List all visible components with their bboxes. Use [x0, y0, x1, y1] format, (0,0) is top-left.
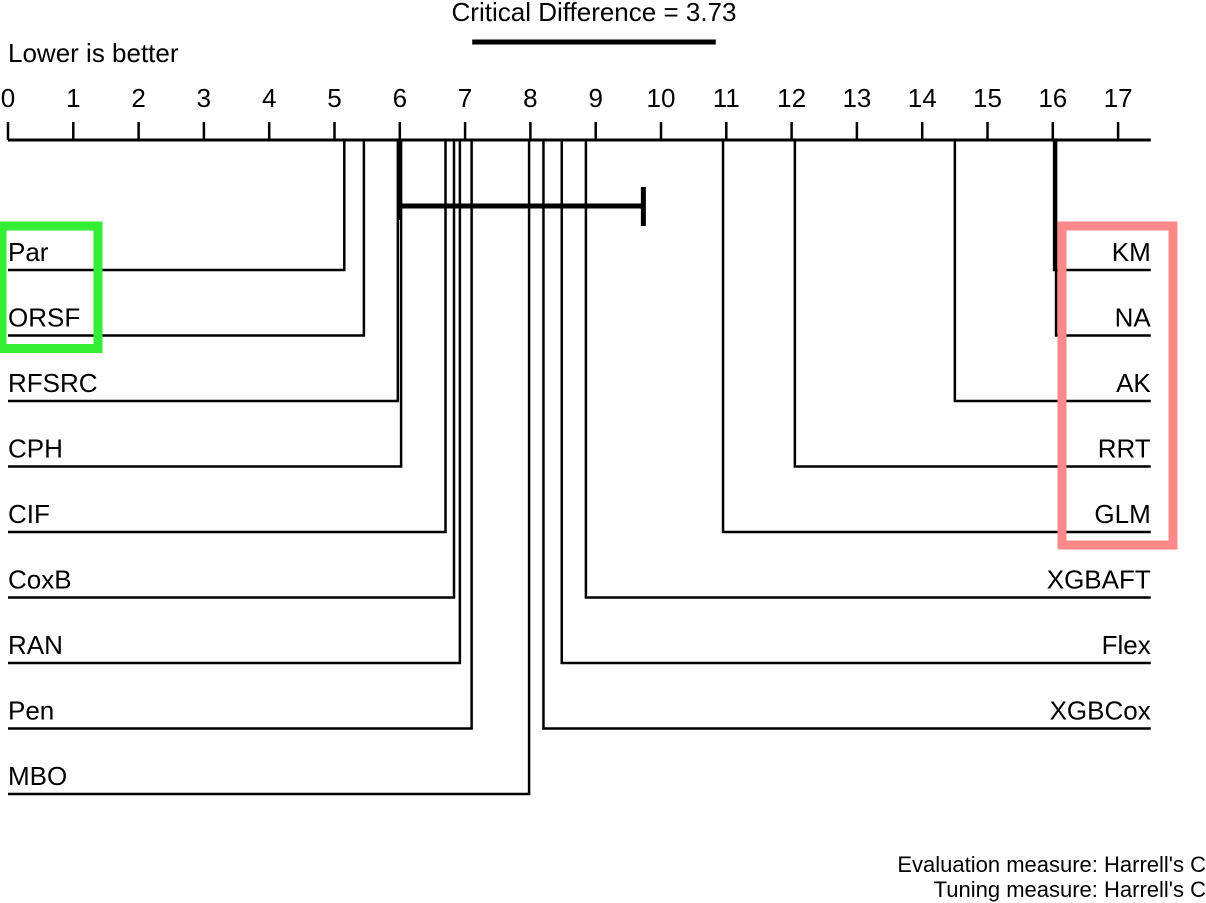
cd-bracket — [397, 140, 646, 226]
axis-ticks: 0 1 2 3 4 5 6 7 8 9 10 11 12 13 14 15 16 17 — [1, 83, 1133, 140]
axis-tick-label: 14 — [908, 83, 937, 113]
chart-title: Critical Difference = 3.73 — [452, 0, 737, 27]
learner-connector-ran — [8, 140, 462, 665]
axis-tick-label: 3 — [197, 83, 211, 113]
learner-label-xgbcox: XGBCox — [1050, 696, 1151, 726]
learner-label-km: KM — [1112, 237, 1151, 267]
axis-tick-label: 15 — [973, 83, 1002, 113]
axis-tick-label: 17 — [1104, 83, 1133, 113]
learner-label-orsf: ORSF — [8, 303, 80, 333]
axis-tick-label: 5 — [327, 83, 341, 113]
highlight-box-right — [1057, 221, 1178, 550]
learner-label-coxb: CoxB — [8, 565, 72, 595]
axis-label: Lower is better — [8, 38, 179, 68]
learner-label-mbo: MBO — [8, 761, 67, 791]
learner-label-rfsrc: RFSRC — [8, 368, 98, 398]
learner-connector-xgbaft — [584, 140, 1151, 599]
learner-connector-rfsrc — [8, 140, 400, 403]
axis-tick-label: 8 — [523, 83, 537, 113]
learner-label-pen: Pen — [8, 696, 54, 726]
learner-connector-coxb — [8, 140, 456, 599]
learner-connector-xgbcox — [542, 140, 1151, 730]
learner-connector-ak — [953, 140, 1151, 403]
learner-label-cif: CIF — [8, 499, 50, 529]
learner-label-rrt: RRT — [1098, 434, 1151, 464]
learner-connector-orsf — [8, 140, 366, 337]
learner-connector-km — [1052, 140, 1151, 272]
learner-label-cph: CPH — [8, 434, 63, 464]
learner-label-ak: AK — [1116, 368, 1151, 398]
learner-connector-cif — [8, 140, 447, 534]
learner-label-ran: RAN — [8, 630, 63, 660]
learner-connector-cph — [8, 140, 403, 468]
learner-labels: Par ORSF RFSRC CPH CIF CoxB RAN Pen MBO KM NA AK RRT… — [8, 237, 1151, 791]
highlight-box-left — [0, 221, 103, 353]
axis-tick-label: 13 — [842, 83, 871, 113]
learner-connector-mbo — [8, 140, 531, 796]
learner-connector-pen — [8, 140, 473, 730]
learner-label-na: NA — [1115, 303, 1152, 333]
highlight-boxes — [0, 221, 1178, 550]
learner-label-par: Par — [8, 237, 49, 267]
learner-connector-par — [8, 140, 346, 272]
axis-tick-label: 1 — [66, 83, 80, 113]
learner-connector-rrt — [793, 140, 1151, 468]
axis-tick-label: 10 — [647, 83, 676, 113]
axis-tick-label: 7 — [458, 83, 472, 113]
axis-tick-label: 9 — [588, 83, 602, 113]
axis-tick-label: 4 — [262, 83, 276, 113]
axis-tick-label: 0 — [1, 83, 15, 113]
axis-tick-label: 16 — [1038, 83, 1067, 113]
learner-connectors — [8, 140, 1151, 796]
axis-tick-label: 6 — [393, 83, 407, 113]
learner-label-flex: Flex — [1102, 630, 1151, 660]
learner-connector-glm — [721, 140, 1151, 534]
learner-label-glm: GLM — [1094, 499, 1150, 529]
axis-tick-label: 2 — [131, 83, 145, 113]
axis-tick-label: 11 — [713, 83, 740, 113]
evaluation-measure-text: Evaluation measure: Harrell's C — [897, 852, 1206, 877]
learner-connector-na — [1054, 140, 1151, 337]
learner-label-xgbaft: XGBAFT — [1047, 565, 1151, 595]
axis-tick-label: 12 — [777, 83, 806, 113]
tuning-measure-text: Tuning measure: Harrell's C — [934, 877, 1206, 902]
learner-connector-flex — [560, 140, 1151, 665]
